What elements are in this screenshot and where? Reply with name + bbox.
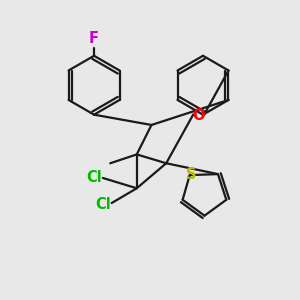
Text: F: F xyxy=(89,31,99,46)
Text: Cl: Cl xyxy=(95,197,111,212)
Text: S: S xyxy=(186,167,196,182)
Text: O: O xyxy=(192,107,205,122)
Text: Cl: Cl xyxy=(86,170,102,185)
